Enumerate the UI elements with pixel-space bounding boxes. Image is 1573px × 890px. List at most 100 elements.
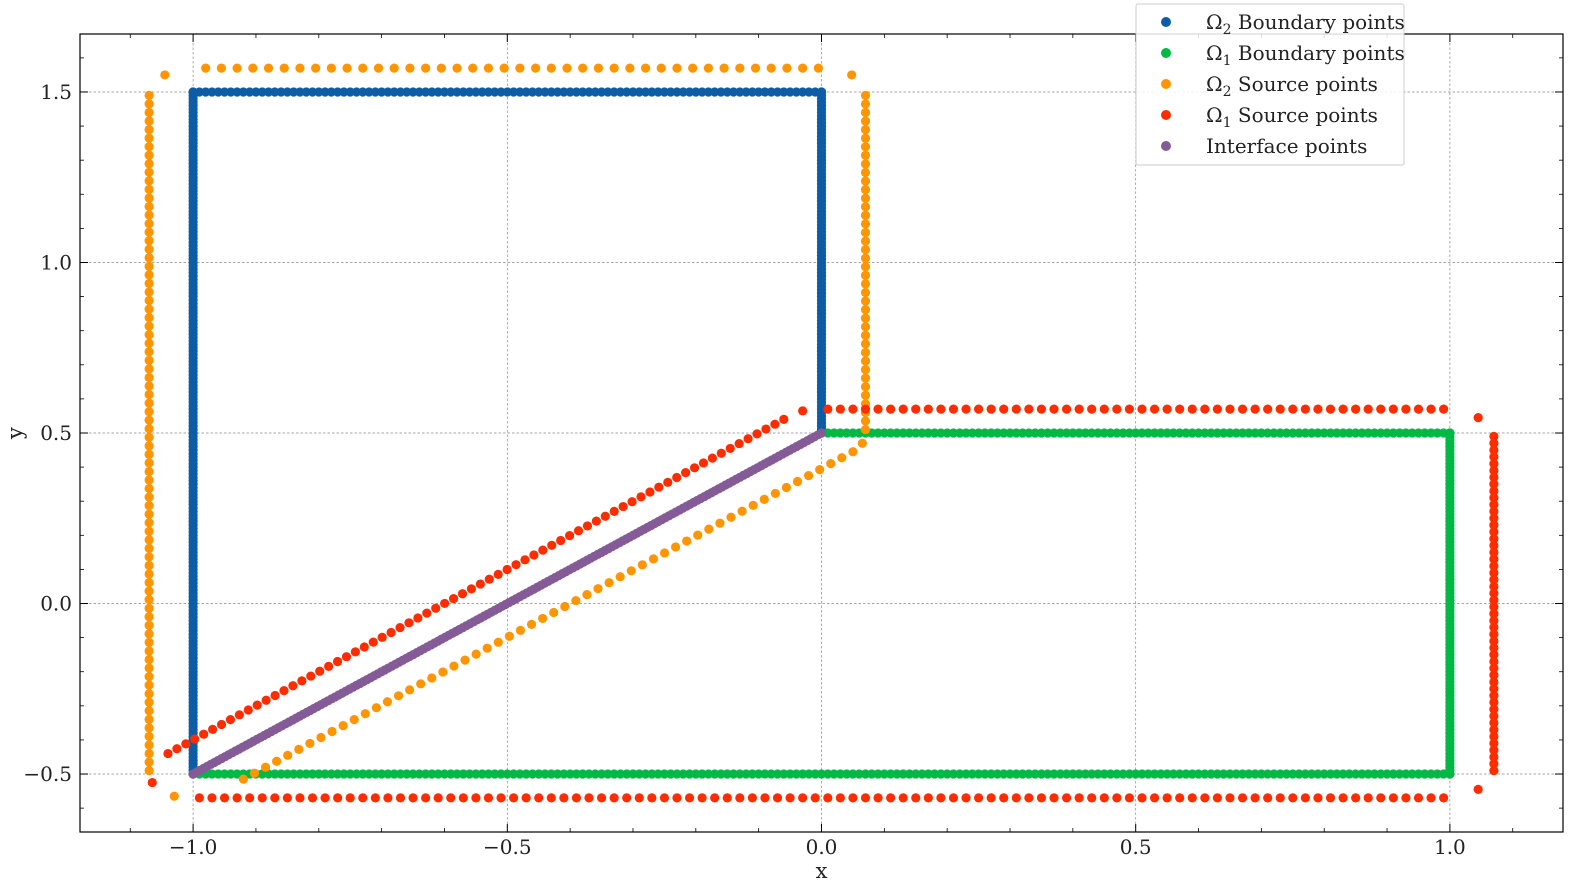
data-point: [232, 87, 242, 97]
data-point: [1489, 520, 1499, 530]
axis-ticks: −1.0 −0.5 0.0 0.5 1.0 −0.5 0.0 0.5 1.0 1.5: [23, 34, 1563, 859]
data-point: [1112, 793, 1122, 803]
data-point: [1131, 769, 1141, 779]
data-point: [433, 87, 443, 97]
data-point: [961, 428, 971, 438]
data-point: [1426, 428, 1436, 438]
data-point: [1049, 404, 1059, 414]
data-point: [1275, 428, 1285, 438]
data-point: [144, 90, 154, 100]
data-point: [645, 487, 655, 497]
data-point: [1281, 428, 1292, 438]
data-point: [1162, 793, 1172, 803]
data-point: [562, 63, 572, 73]
data-point: [314, 87, 324, 97]
data-point: [1426, 404, 1436, 414]
data-point: [527, 87, 538, 97]
data-point: [144, 176, 154, 186]
legend-item-label: Ω2 Boundary points: [1206, 10, 1405, 38]
data-point: [766, 63, 776, 73]
data-point: [1300, 404, 1310, 414]
data-point: [1036, 428, 1047, 438]
data-point: [306, 671, 316, 681]
data-point: [1489, 540, 1499, 551]
data-point: [263, 63, 274, 73]
data-point: [1489, 431, 1499, 442]
data-point: [1489, 725, 1499, 735]
data-point: [571, 793, 582, 803]
data-point: [823, 404, 833, 414]
data-point: [471, 87, 481, 97]
data-point: [584, 87, 594, 97]
data-point: [1489, 534, 1499, 544]
data-point: [760, 87, 770, 97]
data-point: [628, 87, 638, 97]
data-point: [1357, 428, 1367, 438]
data-point: [257, 769, 267, 779]
data-point: [144, 535, 154, 545]
data-point: [160, 70, 170, 80]
data-point: [604, 578, 614, 588]
data-point: [359, 642, 369, 652]
data-point: [350, 647, 360, 657]
data-point: [860, 339, 871, 349]
data-point: [1489, 745, 1499, 755]
legend-box: [1135, 3, 1405, 166]
x-tick-label: 0.0: [806, 835, 838, 859]
data-point: [508, 769, 519, 779]
data-point: [301, 769, 311, 779]
data-point: [219, 769, 230, 779]
data-point: [515, 87, 525, 97]
data-point: [1055, 769, 1065, 779]
data-point: [1332, 428, 1342, 438]
data-point: [345, 769, 355, 779]
data-point: [670, 542, 681, 552]
data-point: [1445, 769, 1455, 779]
data-point: [502, 564, 512, 575]
data-point: [609, 769, 619, 779]
data-point: [393, 691, 404, 701]
data-point: [493, 569, 503, 579]
data-point: [446, 87, 456, 97]
data-point: [647, 793, 657, 803]
data-point: [1137, 404, 1147, 414]
data-point: [999, 793, 1009, 803]
data-point: [1181, 769, 1191, 779]
data-point: [1376, 404, 1386, 414]
data-point: [967, 428, 977, 438]
data-point: [672, 63, 682, 73]
data-point: [289, 87, 299, 97]
data-point: [1087, 793, 1097, 803]
data-point: [207, 769, 217, 779]
data-point: [923, 404, 933, 414]
data-point: [917, 769, 927, 779]
data-point: [438, 667, 448, 677]
data-point: [515, 63, 525, 73]
data-point: [986, 404, 996, 414]
data-point: [582, 521, 593, 531]
data-point: [144, 372, 154, 383]
data-point: [1325, 404, 1336, 414]
data-point: [578, 87, 588, 97]
data-point: [144, 689, 154, 699]
data-point: [1489, 656, 1499, 667]
data-point: [1489, 561, 1499, 571]
data-point: [1388, 793, 1398, 803]
data-point: [144, 210, 154, 220]
data-point: [342, 63, 352, 73]
data-point: [1124, 428, 1135, 438]
data-point: [1162, 769, 1172, 779]
data-point: [496, 769, 506, 779]
data-point: [904, 428, 915, 438]
data-point: [930, 428, 940, 438]
data-point: [1263, 428, 1273, 438]
data-point: [898, 404, 908, 414]
data-point: [1489, 629, 1499, 639]
data-point: [1363, 769, 1373, 779]
data-point: [144, 603, 154, 613]
data-point: [282, 793, 292, 803]
data-point: [684, 793, 695, 803]
data-point: [1131, 428, 1141, 438]
data-point: [1401, 793, 1411, 803]
data-point: [1017, 428, 1028, 438]
